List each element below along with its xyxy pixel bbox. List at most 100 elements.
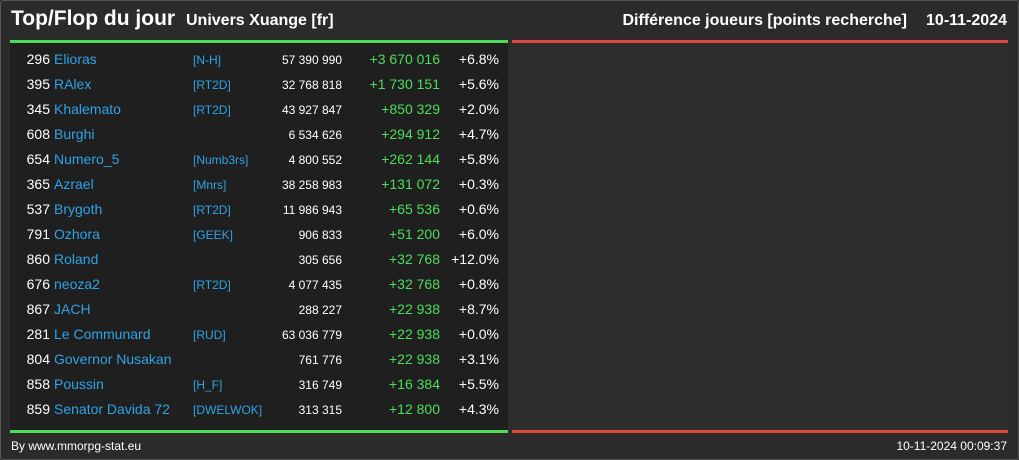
- alliance-tag-link[interactable]: [RT2D]: [193, 78, 231, 92]
- player-rank: 867: [26, 301, 50, 317]
- player-points: 63 036 779: [281, 328, 342, 342]
- player-rank: 654: [26, 151, 50, 167]
- table-row: 867 JACH 288 227 +22 938 +8.7%: [10, 297, 508, 322]
- points-difference: +1 730 151: [369, 76, 440, 92]
- points-difference: +65 536: [389, 201, 440, 217]
- player-name-link[interactable]: Roland: [54, 251, 99, 267]
- player-name-link[interactable]: Numero_5: [54, 151, 120, 167]
- table-row: 654 Numero_5 [Numb3rs] 4 800 552 +262 144 +5.…: [10, 147, 508, 172]
- player-name-link[interactable]: Elioras: [54, 51, 97, 67]
- player-rank: 537: [26, 201, 50, 217]
- table-row: 804 Governor Nusakan 761 776 +22 938 +3.1%: [10, 347, 508, 372]
- player-points: 6 534 626: [288, 128, 342, 142]
- points-difference: +32 768: [389, 251, 440, 267]
- ranking-subtitle: Différence joueurs [points recherche]: [622, 12, 907, 29]
- alliance-tag-link[interactable]: [RUD]: [193, 328, 226, 342]
- table-row: 608 Burghi 6 534 626 +294 912 +4.7%: [10, 122, 508, 147]
- table-row: 859 Senator Davida 72 [DWELWOK] 313 315 +12 …: [10, 397, 508, 422]
- table-row: 296 Elioras [N-H] 57 390 990 +3 670 016 +6.8%: [10, 47, 508, 72]
- player-rank: 791: [26, 226, 50, 242]
- player-points: 43 927 847: [281, 103, 342, 117]
- player-name-link[interactable]: Senator Davida 72: [54, 401, 170, 417]
- table-row: 345 Khalemato [RT2D] 43 927 847 +850 329 +2.0…: [10, 97, 508, 122]
- points-difference: +22 938: [389, 326, 440, 342]
- player-name-link[interactable]: Governor Nusakan: [54, 351, 172, 367]
- player-points: 761 776: [298, 353, 342, 367]
- player-name-link[interactable]: Brygoth: [54, 201, 103, 217]
- player-points: 57 390 990: [281, 53, 342, 67]
- player-name-link[interactable]: JACH: [54, 301, 91, 317]
- player-rank: 365: [26, 176, 50, 192]
- player-rank: 860: [26, 251, 50, 267]
- percent-change: +4.3%: [458, 401, 499, 417]
- points-difference: +12 800: [389, 401, 440, 417]
- player-name-link[interactable]: neoza2: [54, 276, 100, 292]
- player-name-link[interactable]: Khalemato: [54, 101, 121, 117]
- points-difference: +294 912: [381, 126, 440, 142]
- top-panel: 296 Elioras [N-H] 57 390 990 +3 670 016 +6.8%…: [10, 43, 508, 430]
- points-difference: +32 768: [389, 276, 440, 292]
- points-difference: +850 329: [381, 101, 440, 117]
- top-panel-bottom-accent: [10, 430, 508, 433]
- player-name-link[interactable]: Azrael: [54, 176, 94, 192]
- alliance-tag-link[interactable]: [N-H]: [193, 53, 221, 67]
- top-panel-accent: [10, 40, 508, 43]
- alliance-tag-link[interactable]: [RT2D]: [193, 278, 231, 292]
- player-name-link[interactable]: Poussin: [54, 376, 104, 392]
- player-points: 4 077 435: [288, 278, 342, 292]
- player-name-link[interactable]: Burghi: [54, 126, 95, 142]
- player-points: 316 749: [298, 378, 342, 392]
- player-rank: 858: [26, 376, 50, 392]
- alliance-tag-link[interactable]: [GEEK]: [193, 228, 234, 242]
- alliance-tag-link[interactable]: [RT2D]: [193, 203, 231, 217]
- table-row: 281 Le Communard [RUD] 63 036 779 +22 938 +0.…: [10, 322, 508, 347]
- player-rank: 676: [26, 276, 50, 292]
- percent-change: +0.0%: [458, 326, 499, 342]
- alliance-tag-link[interactable]: [Mnrs]: [193, 178, 227, 192]
- points-difference: +3 670 016: [369, 51, 440, 67]
- percent-change: +6.0%: [458, 226, 499, 242]
- percent-change: +8.7%: [458, 301, 499, 317]
- flop-panel-accent: [512, 40, 1008, 43]
- player-rank: 281: [26, 326, 50, 342]
- percent-change: +2.0%: [458, 101, 499, 117]
- top-list: 296 Elioras [N-H] 57 390 990 +3 670 016 +6.8%…: [10, 47, 508, 422]
- player-points: 313 315: [298, 403, 342, 417]
- player-rank: 296: [26, 51, 50, 67]
- percent-change: +12.0%: [451, 251, 499, 267]
- player-rank: 395: [26, 76, 50, 92]
- percent-change: +5.8%: [458, 151, 499, 167]
- alliance-tag-link[interactable]: [H_F]: [193, 378, 223, 392]
- table-row: 858 Poussin [H_F] 316 749 +16 384 +5.5%: [10, 372, 508, 397]
- points-difference: +131 072: [381, 176, 440, 192]
- flop-panel: [512, 43, 1008, 430]
- player-rank: 804: [26, 351, 50, 367]
- table-row: 365 Azrael [Mnrs] 38 258 983 +131 072 +0.3%: [10, 172, 508, 197]
- alliance-tag-link[interactable]: [RT2D]: [193, 103, 231, 117]
- points-difference: +51 200: [389, 226, 440, 242]
- percent-change: +3.1%: [458, 351, 499, 367]
- percent-change: +4.7%: [458, 126, 499, 142]
- player-points: 906 833: [298, 228, 342, 242]
- player-rank: 859: [26, 401, 50, 417]
- player-points: 32 768 818: [281, 78, 342, 92]
- percent-change: +0.6%: [458, 201, 499, 217]
- alliance-tag-link[interactable]: [Numb3rs]: [193, 153, 249, 167]
- points-difference: +262 144: [381, 151, 440, 167]
- table-row: 395 RAlex [RT2D] 32 768 818 +1 730 151 +5.6%: [10, 72, 508, 97]
- percent-change: +0.3%: [458, 176, 499, 192]
- percent-change: +6.8%: [458, 51, 499, 67]
- player-name-link[interactable]: Ozhora: [54, 226, 100, 242]
- player-points: 305 656: [298, 253, 342, 267]
- footer-timestamp: 10-11-2024 00:09:37: [896, 439, 1007, 453]
- table-row: 791 Ozhora [GEEK] 906 833 +51 200 +6.0%: [10, 222, 508, 247]
- universe-label: Univers Xuange [fr]: [186, 12, 334, 29]
- player-name-link[interactable]: Le Communard: [54, 326, 151, 342]
- table-row: 860 Roland 305 656 +32 768 +12.0%: [10, 247, 508, 272]
- percent-change: +0.8%: [458, 276, 499, 292]
- points-difference: +22 938: [389, 351, 440, 367]
- flop-panel-bottom-accent: [512, 430, 1008, 433]
- player-name-link[interactable]: RAlex: [54, 76, 92, 92]
- alliance-tag-link[interactable]: [DWELWOK]: [193, 403, 263, 417]
- table-row: 676 neoza2 [RT2D] 4 077 435 +32 768 +0.8%: [10, 272, 508, 297]
